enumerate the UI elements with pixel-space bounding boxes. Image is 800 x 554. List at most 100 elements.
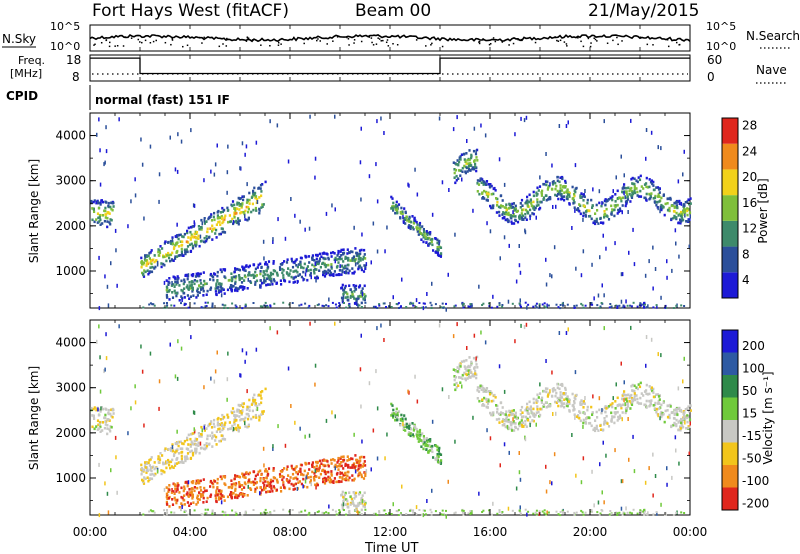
velocity-cell	[281, 474, 284, 478]
power-noise-cell	[193, 220, 195, 225]
velocity-cell	[352, 462, 356, 465]
power-cell	[563, 195, 566, 198]
velocity-cell	[231, 411, 234, 415]
power-cell	[303, 262, 306, 266]
power-cell	[669, 198, 672, 201]
power-cell	[434, 303, 437, 306]
power-cell	[327, 268, 330, 272]
velocity-cell	[153, 461, 156, 464]
power-cell	[471, 166, 474, 169]
velocity-noise-cell	[552, 412, 554, 416]
velocity-noise-cell	[314, 382, 316, 387]
power-cell	[358, 265, 361, 268]
velocity-cell	[465, 373, 469, 377]
power-cell	[211, 224, 214, 228]
power-cell	[332, 272, 335, 276]
power-cell	[347, 257, 350, 260]
power-cell	[426, 231, 429, 235]
velocity-cell	[613, 421, 616, 425]
velocity-cell	[205, 427, 208, 430]
power-cell	[508, 203, 511, 206]
power-noise-cell	[431, 281, 433, 286]
velocity-cell	[427, 451, 430, 454]
velocity-cell	[194, 451, 197, 455]
power-cell	[209, 272, 213, 276]
power-cell	[172, 259, 175, 262]
power-cell	[191, 244, 194, 248]
power-noise-cell	[141, 162, 144, 167]
power-cell	[110, 218, 113, 222]
velocity-cell	[652, 404, 655, 407]
power-cell	[204, 305, 207, 308]
power-noise-cell	[416, 192, 419, 197]
velocity-cell	[402, 427, 405, 430]
power-cell	[542, 198, 545, 201]
velocity-cell	[490, 399, 493, 403]
power-noise-cell	[623, 173, 625, 178]
station-title: Fort Hays West (fitACF)	[92, 1, 289, 21]
velocity-cell	[566, 398, 569, 401]
power-noise-cell	[256, 200, 259, 204]
power-cell	[487, 191, 490, 195]
velocity-cell	[315, 469, 318, 472]
power-cell	[201, 306, 204, 309]
power-cell	[637, 195, 641, 198]
velocity-cell	[236, 410, 239, 413]
velocity-cell	[360, 513, 363, 515]
velocity-cell	[256, 473, 259, 476]
power-cell	[540, 192, 543, 196]
velocity-cell	[584, 511, 587, 514]
power-cell	[230, 289, 233, 293]
power-cell	[207, 301, 209, 304]
velocity-cell	[360, 496, 363, 500]
power-cell	[639, 302, 642, 305]
velocity-cell	[679, 427, 682, 430]
velocity-cell	[218, 439, 221, 443]
velocity-cell	[610, 418, 613, 421]
power-cell	[241, 202, 244, 205]
velocity-noise-cell	[677, 386, 680, 391]
velocity-cell	[655, 511, 658, 514]
power-cell	[212, 227, 215, 231]
power-cell	[561, 177, 564, 181]
power-noise-cell	[106, 284, 109, 289]
power-cell	[106, 220, 109, 223]
power-cell	[234, 280, 237, 284]
velocity-cell	[454, 388, 457, 392]
velocity-cell	[682, 425, 685, 429]
velocity-cell	[351, 466, 354, 469]
velocity-cell	[409, 434, 412, 438]
power-cell	[429, 238, 432, 241]
power-cell	[217, 291, 220, 294]
velocity-cell	[348, 476, 351, 480]
velocity-cell	[291, 472, 295, 476]
velocity-cell	[149, 509, 152, 512]
power-cell	[185, 286, 188, 289]
power-noise-cell	[187, 273, 190, 278]
power-cell	[550, 187, 554, 191]
power-cell	[679, 218, 682, 221]
velocity-cell	[514, 411, 517, 415]
power-cell	[649, 194, 652, 197]
velocity-cell	[688, 409, 691, 413]
power-cell	[594, 222, 597, 226]
power-cell	[228, 220, 232, 224]
velocity-cell	[180, 457, 183, 461]
power-cell	[267, 265, 270, 269]
velocity-cell	[582, 400, 585, 403]
power-cell	[544, 194, 547, 197]
power-cell	[637, 176, 640, 179]
power-cell	[352, 295, 355, 298]
power-cell	[290, 275, 293, 279]
power-cell	[657, 193, 660, 196]
power-cell	[346, 292, 349, 296]
velocity-cell	[219, 430, 222, 433]
velocity-cell	[421, 432, 424, 435]
power-cell	[428, 236, 431, 240]
velocity-cell	[217, 498, 220, 501]
power-cell	[187, 288, 190, 291]
velocity-cell	[356, 460, 359, 463]
power-cell	[652, 197, 655, 200]
power-cell	[165, 306, 168, 309]
freq-label-line1: Freq.	[18, 54, 45, 67]
